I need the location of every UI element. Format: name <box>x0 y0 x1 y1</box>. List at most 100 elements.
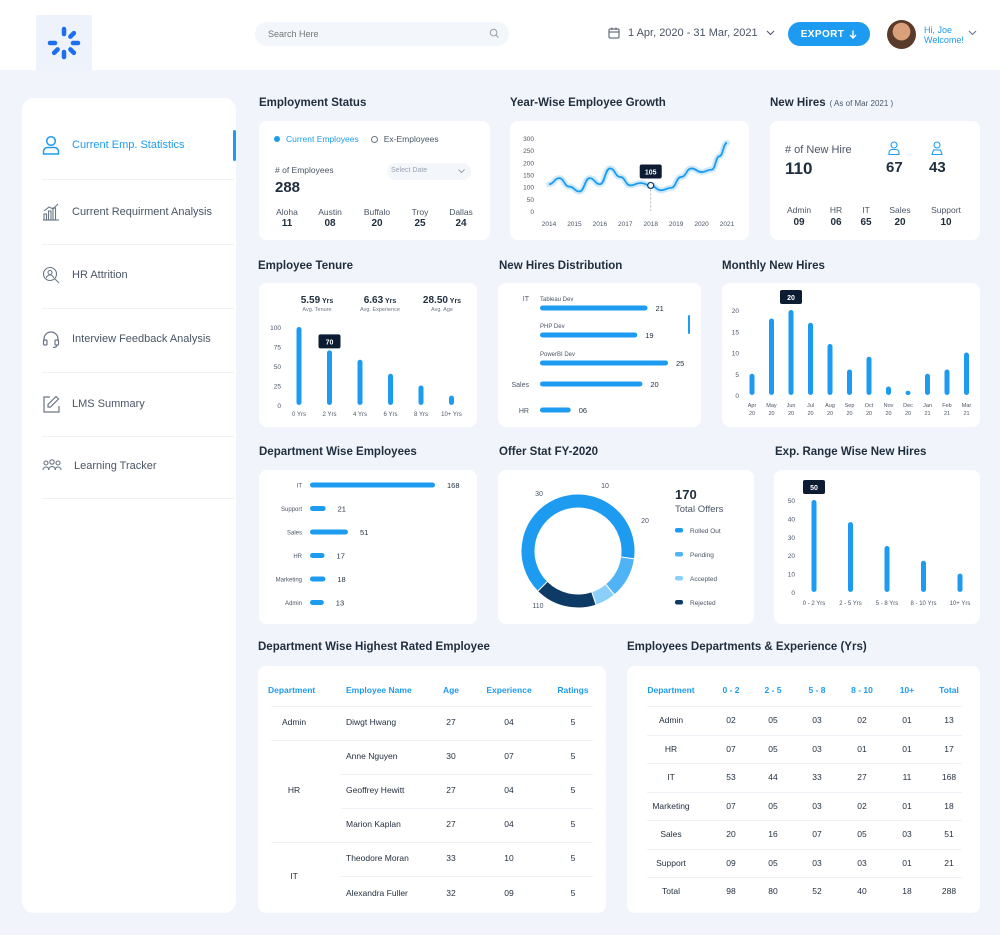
bar <box>886 386 891 395</box>
bar <box>357 359 363 405</box>
search-input[interactable] <box>255 22 465 46</box>
column-header: 10+ <box>899 685 915 695</box>
stat-label: Avg. Age <box>431 307 453 313</box>
date-select[interactable]: Select Date <box>387 163 471 180</box>
age-cell: 30 <box>446 751 456 761</box>
sidebar-item-hr-attrition[interactable]: HR Attrition <box>42 245 234 305</box>
sidebar-item-learning-tracker[interactable]: Learning Tracker <box>42 436 234 496</box>
rated-card: Department Employee Name Age Experience Rati… <box>258 666 606 913</box>
tenure-title: Employee Tenure <box>258 260 354 272</box>
exp-cell: 09 <box>504 888 514 898</box>
sidebar-item-lms-summary[interactable]: LMS Summary <box>42 374 234 434</box>
value-cell: 09 <box>726 857 736 868</box>
employment-status-card: Current Employees Ex-Employees # of Empl… <box>259 121 490 240</box>
name-cell: Geoffrey Hewitt <box>346 785 405 795</box>
column-header: Employee Name <box>346 685 412 695</box>
stat-label: Avg. Experience <box>360 307 400 313</box>
year-growth-card: 0 50 100 150 200 250 300 2014 2015 2016 2017 2018 20… <box>510 121 749 240</box>
sidebar-item-label: Learning Tracker <box>74 460 157 472</box>
x-tick-label: 8 - 10 Yrs <box>911 601 937 607</box>
logo[interactable] <box>36 15 92 71</box>
city-name: Aloha <box>276 207 298 217</box>
value-cell: 18 <box>944 800 954 811</box>
age-cell: 32 <box>446 888 456 898</box>
value-cell: 51 <box>944 829 954 839</box>
row-divider <box>647 791 962 793</box>
user-greeting[interactable]: Hi, Joe Welcome! <box>924 25 964 45</box>
legend-ex[interactable]: Ex-Employees <box>383 134 439 144</box>
dept-value: 65 <box>860 217 872 228</box>
y-tick-label: 0 <box>530 209 534 216</box>
value-cell: 168 <box>941 772 957 782</box>
x-tick-month: Mar <box>962 403 972 409</box>
column-header: 0 - 2 <box>722 685 740 695</box>
x-tick-label: 2017 <box>618 221 633 228</box>
y-tick-label: 300 <box>523 136 534 143</box>
bar <box>388 373 393 405</box>
date-select-placeholder: Select Date <box>391 167 428 174</box>
sidebar-item-label: Interview Feedback Analysis <box>72 333 211 345</box>
city-value: 25 <box>414 218 426 229</box>
sidebar: Current Emp. Statistics Current Requirme… <box>22 98 236 913</box>
search-icon[interactable] <box>489 28 500 39</box>
rating-cell: 5 <box>570 717 576 727</box>
x-tick-label: 0 - 2 Yrs <box>803 601 826 607</box>
dept-value: 06 <box>830 217 842 228</box>
slice-value: 10 <box>601 483 609 490</box>
stat-unit: Yrs <box>320 298 334 305</box>
sidebar-item-label: Current Requirment Analysis <box>72 206 213 218</box>
avatar[interactable] <box>887 20 916 49</box>
name-cell: Marion Kaplan <box>346 819 401 829</box>
dept-cell: Admin <box>281 717 307 727</box>
bar <box>847 369 852 395</box>
y-tick-label: 200 <box>523 160 534 167</box>
sidebar-item-current-requirment-analysis[interactable]: Current Requirment Analysis <box>42 182 234 242</box>
bar-value: 51 <box>360 528 368 537</box>
rating-cell: 5 <box>570 751 576 761</box>
rated-title: Department Wise Highest Rated Employee <box>258 641 490 653</box>
bar-value: 25 <box>676 359 684 368</box>
city-name: Dallas <box>449 207 473 217</box>
male-count: 67 <box>886 159 903 176</box>
row-divider <box>647 877 962 878</box>
tenure-card: 5.59 Yrs Avg. Tenure 6.63 Yrs Avg. Experien… <box>259 283 477 427</box>
dept-cell: HR <box>287 785 301 795</box>
x-tick-label: 2015 <box>567 221 582 228</box>
new-hires-card: # of New Hire 110 67 43 Admin 09 HR 06 IT 65 S… <box>770 121 980 240</box>
city-value: 08 <box>324 218 336 229</box>
y-tick-label: 30 <box>788 535 796 542</box>
pie-slice <box>536 580 597 609</box>
value-cell: 03 <box>812 800 822 811</box>
stat-unit: Yrs <box>447 298 462 305</box>
scrollbar[interactable] <box>688 315 690 334</box>
y-tick-label: 20 <box>788 553 796 560</box>
year-growth-chart: 0 50 100 150 200 250 300 2014 2015 2016 2017 2018 20… <box>523 136 734 228</box>
greeting-line: Hi, Joe <box>924 25 953 35</box>
row-divider <box>341 774 593 775</box>
tooltip-label: 105 <box>645 169 657 176</box>
value-cell: 02 <box>726 715 736 725</box>
age-cell: 33 <box>446 853 456 863</box>
sidebar-item-current-emp-statistics[interactable]: Current Emp. Statistics <box>42 115 234 175</box>
new-hires-heading: New Hires <box>770 97 826 109</box>
dept-name: Sales <box>889 205 911 215</box>
value-cell: 18 <box>902 886 912 896</box>
value-cell: 98 <box>726 886 736 896</box>
column-header: Department <box>647 685 695 695</box>
bar <box>827 344 833 395</box>
item-label: PowerBI Dev <box>540 352 575 358</box>
x-tick-year: 20 <box>827 411 833 417</box>
sidebar-item-label: Current Emp. Statistics <box>72 139 185 151</box>
value-cell: 01 <box>902 857 912 868</box>
legend-current[interactable]: Current Employees <box>286 134 359 144</box>
y-tick-label: 20 <box>732 308 740 315</box>
sidebar-item-interview-feedback-analysis[interactable]: Interview Feedback Analysis <box>42 309 234 369</box>
legend-label: Pending <box>690 552 714 559</box>
bar <box>310 506 326 511</box>
x-tick-label: 2014 <box>542 221 557 228</box>
x-tick-year: 20 <box>807 411 813 417</box>
chevron-down-icon[interactable] <box>968 30 977 36</box>
export-button[interactable]: EXPORT <box>788 22 870 46</box>
rating-cell: 5 <box>570 819 576 829</box>
date-range-picker[interactable]: 1 Apr, 2020 - 31 Mar, 2021 <box>608 27 775 39</box>
